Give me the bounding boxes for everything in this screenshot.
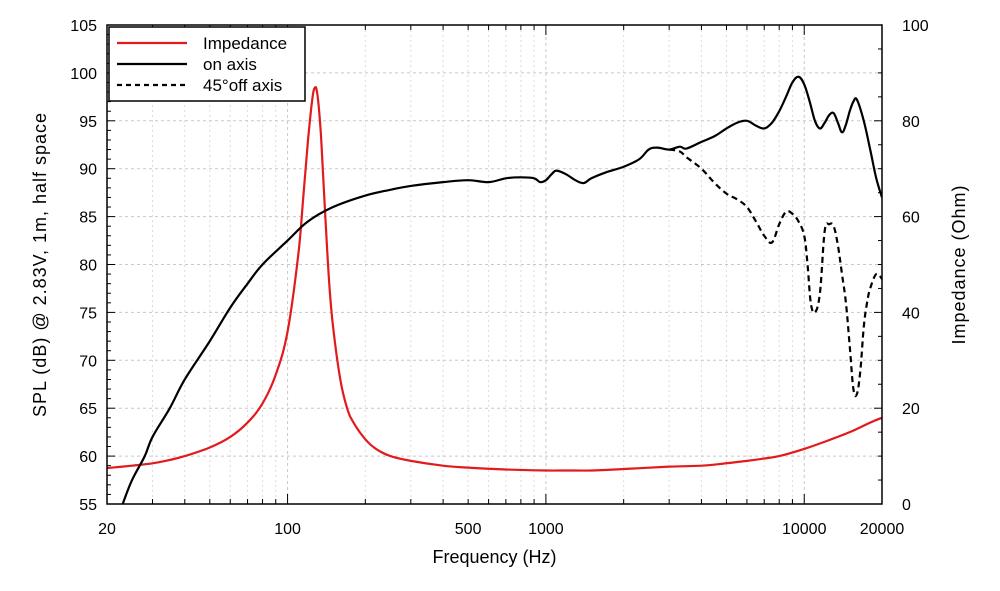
grid [106, 24, 883, 505]
x-tick-label: 10000 [782, 521, 827, 538]
series-impedance [107, 85, 882, 472]
tick-labels: 55 60 65 70 75 80 85 90 95 100 105 0 20 40 60 80 100 20 10… [70, 18, 929, 538]
y2-tick-label: 80 [902, 114, 920, 131]
y2-axis-title: Impedance (Ohm) [949, 184, 969, 344]
x-tick-label: 20 [98, 521, 116, 538]
y-tick-label: 80 [79, 258, 97, 275]
legend-label-off-axis: 45°off axis [203, 76, 282, 95]
y2-tick-label: 60 [902, 210, 920, 227]
y-tick-label: 90 [79, 162, 97, 179]
y-tick-label: 85 [79, 210, 97, 227]
x-tick-label: 20000 [860, 521, 905, 538]
series-on-axis [121, 75, 882, 504]
y-tick-label: 70 [79, 353, 97, 370]
legend-label-impedance: Impedance [203, 34, 287, 53]
y-tick-label: 95 [79, 114, 97, 131]
series-off-axis [668, 148, 882, 398]
x-tick-label: 100 [274, 521, 301, 538]
y2-tick-label: 100 [902, 18, 929, 35]
y-tick-label: 55 [79, 497, 97, 514]
x-axis-title: Frequency (Hz) [432, 547, 556, 567]
y-tick-label: 105 [70, 18, 97, 35]
x-tick-label: 1000 [528, 521, 564, 538]
y-tick-label: 65 [79, 401, 97, 418]
y-axis-title: SPL (dB) @ 2.83V, 1m, half space [30, 112, 50, 417]
legend-label-on-axis: on axis [203, 55, 257, 74]
y2-tick-label: 0 [902, 497, 911, 514]
y-tick-label: 75 [79, 305, 97, 322]
y-tick-label: 100 [70, 66, 97, 83]
y2-tick-label: 20 [902, 401, 920, 418]
x-tick-label: 500 [455, 521, 482, 538]
y2-tick-label: 40 [902, 305, 920, 322]
y-tick-label: 60 [79, 449, 97, 466]
legend: Impedance on axis 45°off axis [108, 26, 306, 102]
plot-area [107, 75, 882, 504]
